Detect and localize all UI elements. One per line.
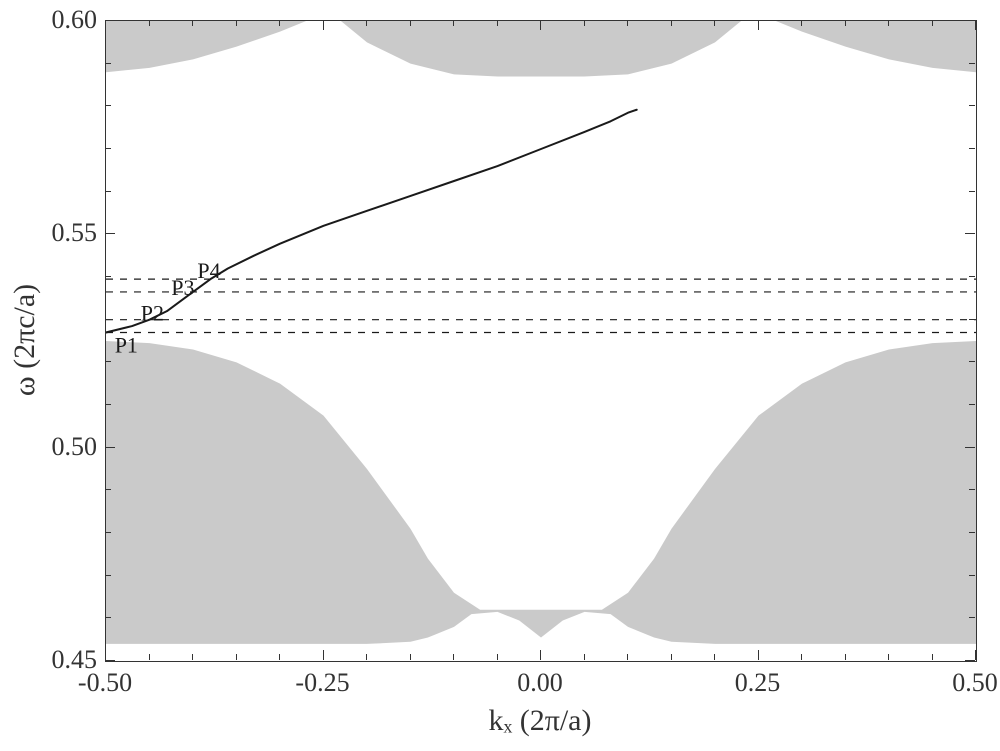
x-minor-tick <box>714 654 715 660</box>
y-minor-tick-right <box>969 361 975 362</box>
y-tick <box>105 20 115 21</box>
x-minor-tick <box>627 654 628 660</box>
x-minor-tick <box>149 654 150 660</box>
plot-area: P1P2 P3P4 <box>105 20 977 662</box>
x-minor-tick <box>192 654 193 660</box>
x-tick <box>105 650 106 660</box>
x-minor-tick <box>932 654 933 660</box>
x-minor-tick-top <box>888 20 889 26</box>
x-minor-tick-top <box>149 20 150 26</box>
x-tick-top <box>323 20 324 30</box>
x-minor-tick-top <box>366 20 367 26</box>
x-minor-tick-top <box>192 20 193 26</box>
y-minor-tick-right <box>969 105 975 106</box>
x-minor-tick-top <box>453 20 454 26</box>
x-minor-tick <box>453 654 454 660</box>
lower-band <box>106 341 976 661</box>
y-tick-right <box>965 447 975 448</box>
x-minor-tick-top <box>801 20 802 26</box>
y-minor-tick <box>105 276 111 277</box>
y-tick <box>105 660 115 661</box>
y-minor-tick <box>105 532 111 533</box>
x-minor-tick <box>410 654 411 660</box>
y-minor-tick-right <box>969 532 975 533</box>
y-minor-tick <box>105 148 111 149</box>
x-tick-label: 0.25 <box>735 668 781 698</box>
y-minor-tick <box>105 404 111 405</box>
y-tick-label: 0.60 <box>41 5 97 35</box>
point-label-p1: P1 <box>115 332 138 357</box>
y-tick-right <box>965 20 975 21</box>
point-label-p3: P3 <box>171 275 194 300</box>
y-minor-tick-right <box>969 489 975 490</box>
x-tick-top <box>540 20 541 30</box>
y-tick-label: 0.50 <box>41 432 97 462</box>
x-minor-tick-top <box>279 20 280 26</box>
x-tick-label: 0.00 <box>517 668 563 698</box>
y-minor-tick <box>105 319 111 320</box>
upper-band <box>106 21 976 76</box>
x-minor-tick <box>279 654 280 660</box>
x-minor-tick-top <box>236 20 237 26</box>
point-label-p4: P4 <box>197 258 220 283</box>
y-minor-tick <box>105 361 111 362</box>
y-minor-tick-right <box>969 148 975 149</box>
y-tick-label: 0.45 <box>41 645 97 675</box>
x-minor-tick <box>845 654 846 660</box>
x-minor-tick-top <box>932 20 933 26</box>
x-tick <box>975 650 976 660</box>
x-axis-label: kₓ (2π/a) <box>489 704 592 738</box>
y-minor-tick-right <box>969 63 975 64</box>
x-minor-tick-top <box>410 20 411 26</box>
y-minor-tick-right <box>969 319 975 320</box>
y-minor-tick-right <box>969 191 975 192</box>
y-minor-tick <box>105 617 111 618</box>
y-minor-tick <box>105 105 111 106</box>
x-minor-tick <box>671 654 672 660</box>
x-tick <box>540 650 541 660</box>
x-minor-tick <box>888 654 889 660</box>
y-tick-right <box>965 233 975 234</box>
x-minor-tick <box>236 654 237 660</box>
y-minor-tick-right <box>969 617 975 618</box>
x-minor-tick-top <box>627 20 628 26</box>
x-minor-tick <box>366 654 367 660</box>
x-minor-tick <box>801 654 802 660</box>
y-minor-tick <box>105 489 111 490</box>
band-structure-svg: P1P2 P3P4 <box>106 21 976 661</box>
x-minor-tick-top <box>671 20 672 26</box>
x-tick <box>758 650 759 660</box>
y-minor-tick <box>105 191 111 192</box>
x-tick-top <box>975 20 976 30</box>
y-minor-tick-right <box>969 404 975 405</box>
y-tick-right <box>965 660 975 661</box>
y-minor-tick <box>105 63 111 64</box>
x-minor-tick-top <box>845 20 846 26</box>
x-tick-label: 0.50 <box>952 668 998 698</box>
x-minor-tick-top <box>497 20 498 26</box>
x-tick-top <box>105 20 106 30</box>
y-minor-tick-right <box>969 276 975 277</box>
point-label-p2: P2 <box>141 300 164 325</box>
y-tick <box>105 447 115 448</box>
y-minor-tick <box>105 575 111 576</box>
x-minor-tick-top <box>584 20 585 26</box>
y-axis-label: ω (2πc/a) <box>8 284 42 396</box>
x-tick-label: -0.25 <box>295 668 349 698</box>
x-tick <box>323 650 324 660</box>
x-minor-tick-top <box>714 20 715 26</box>
figure-root: P1P2P3P4 ω (2πc/a) kₓ (2π/a) -0.50-0.250… <box>0 0 1000 751</box>
y-minor-tick-right <box>969 575 975 576</box>
y-tick <box>105 233 115 234</box>
y-tick-label: 0.55 <box>41 218 97 248</box>
x-tick-top <box>758 20 759 30</box>
x-minor-tick <box>497 654 498 660</box>
x-minor-tick <box>584 654 585 660</box>
